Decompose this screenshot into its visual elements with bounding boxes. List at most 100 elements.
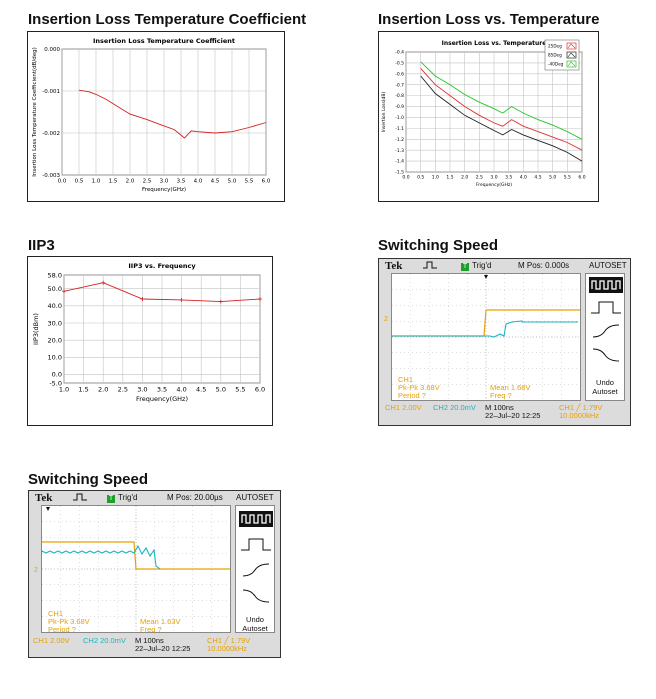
ch2-marker: 2 [384,316,388,323]
undo-label: Undo [246,615,264,624]
square-wave-icon [241,514,271,524]
undo-autoset-button[interactable]: Undo Autoset [236,615,274,633]
square-wave-icon [591,280,621,290]
y-tick-label: -0.5 [395,60,404,66]
y-tick-label: -0.6 [395,71,404,77]
y-tick-label: 58.0 [48,271,62,279]
rising-edge-icon [592,324,620,338]
series-line-0 [78,89,267,139]
series-line-0 [420,68,583,151]
ch2-scale: CH2 20.0mV [433,403,476,412]
tek-logo: Tek [385,260,403,272]
undo-autoset-button[interactable]: Undo Autoset [586,378,624,396]
y-tick-label: 0.0 [52,371,62,379]
x-tick-label: 2.5 [143,179,152,185]
section-title-il-vs-temp: Insertion Loss vs. Temperature [378,11,600,28]
undo-label: Undo [596,378,614,387]
y-tick-label: 0.000 [44,47,60,53]
autoset-option-square-wave[interactable] [239,511,273,527]
trigger-marker [46,507,50,511]
x-tick-label: 1.5 [446,175,453,181]
x-tick-label: 2.0 [98,386,108,394]
x-tick-label: 2.0 [461,175,468,181]
legend-swatch [566,60,577,68]
autoset-label: AUTOSET [589,261,627,270]
trigger-status-label: Trig'd [472,261,492,270]
m-pos-readout: M Pos: 0.000s [518,261,570,270]
chart-title: Insertion Loss vs. Temperature [442,40,547,47]
y-tick-label: -1.0 [395,115,404,121]
trigger-status: T Trig'd [461,261,491,271]
data-point [101,280,106,285]
autoset-option-rising-edge[interactable] [239,561,273,579]
x-tick-label: 4.0 [176,386,186,394]
x-tick-label: 2.0 [126,179,135,185]
meas-block-left: CH1 Pk-Pk 3.68V Period ? [48,610,90,634]
trigger-status-label: Trig'd [118,493,138,502]
autoset-option-square-wave[interactable] [589,277,623,293]
y-tick-label: -1.3 [395,148,404,154]
x-tick-label: 1.0 [59,386,69,394]
x-axis-label: Frequency(GHz) [142,187,186,193]
x-tick-label: 0.5 [75,179,84,185]
x-axis-label: Frequency(GHz) [476,182,512,188]
x-tick-label: 0.0 [58,179,67,185]
legend-label: -40Deg [548,62,564,67]
chart-il-vs-temp: Insertion Loss vs. Temperature 0.0 0.5 1.0 1… [381,39,586,188]
autoset-option-single-pulse[interactable] [589,298,623,316]
meas-mean: Mean 1.68V [490,383,531,392]
date-time: 22–Jul–20 12:25 [485,411,541,420]
series-line-2 [420,61,583,140]
y-tick-label: -0.7 [395,82,404,88]
ch2-scale: CH2 20.0mV [83,636,126,645]
autoset-option-rising-edge[interactable] [589,322,623,340]
x-tick-label: 5.5 [235,386,245,394]
ch2-trace [41,544,161,570]
y-tick-label: 30.0 [48,319,62,327]
autoset-option-single-pulse[interactable] [239,535,273,553]
y-tick-label: 40.0 [48,302,62,310]
legend-swatch-line [567,61,576,67]
meas-period: Period ? [398,391,426,400]
chart-frame-il-temp-coeff: Insertion Loss Temperature Coefficient 0.… [27,31,285,202]
y-tick-label: -0.4 [395,50,404,56]
y-tick-label: 10.0 [48,354,62,362]
autoset-side-menu: Undo Autoset [235,505,275,633]
x-tick-label: 2.5 [476,175,483,181]
legend-swatch [566,51,577,59]
autoset-option-falling-edge[interactable] [239,587,273,605]
trigger-indicator-icon: T [461,263,469,271]
chart-frame-il-vs-temp: Insertion Loss vs. Temperature 0.0 0.5 1.0 1… [378,31,599,202]
y-axis-label: IIP3(dBm) [32,313,40,345]
oscilloscope-1: Tek T Trig'd M Pos: 0.000s AUTOSET CH1 Pk… [378,258,631,426]
scope-screen: CH1 Pk-Pk 3.68V Period ? Mean 1.68V Freq… [391,273,581,401]
y-tick-label: -0.8 [395,93,404,99]
y-tick-label: -1.4 [395,159,404,165]
x-tick-label: 5.0 [216,386,226,394]
chart-il-temp-coeff: Insertion Loss Temperature Coefficient 0.… [32,37,271,193]
y-tick-label: 20.0 [48,336,62,344]
trigger-freq: 10.0000kHz [559,411,600,420]
meas-freq: Freq ? [490,391,512,400]
ch1-scale: CH1 2.00V [385,403,422,412]
timebase: M 100ns [135,636,164,645]
autoset-option-falling-edge[interactable] [589,346,623,364]
single-pulse-icon [591,301,621,314]
trigger-marker [484,275,488,279]
x-tick-label: 4.0 [194,179,203,185]
tek-logo: Tek [35,492,53,504]
x-tick-label: 1.5 [109,179,118,185]
x-tick-label: 4.5 [534,175,541,181]
x-tick-label: 3.0 [490,175,497,181]
chart-title: Insertion Loss Temperature Coefficient [93,37,235,45]
x-tick-label: 5.0 [228,179,237,185]
meas-block-right: Mean 1.68V Freq ? [490,384,530,400]
y-tick-label: -0.003 [42,173,60,179]
ch1-scale: CH1 2.00V [33,636,70,645]
meas-ch-label: CH1 [398,375,414,384]
legend-swatch-line [567,43,576,49]
x-tick-label: 3.5 [505,175,512,181]
chart-iip3: IIP3 vs. Frequency 1.0 1.5 2.0 2.5 3.0 3.5 4.0 4… [32,262,265,403]
y-tick-label: -1.5 [395,170,404,176]
x-tick-label: 6.0 [578,175,585,181]
